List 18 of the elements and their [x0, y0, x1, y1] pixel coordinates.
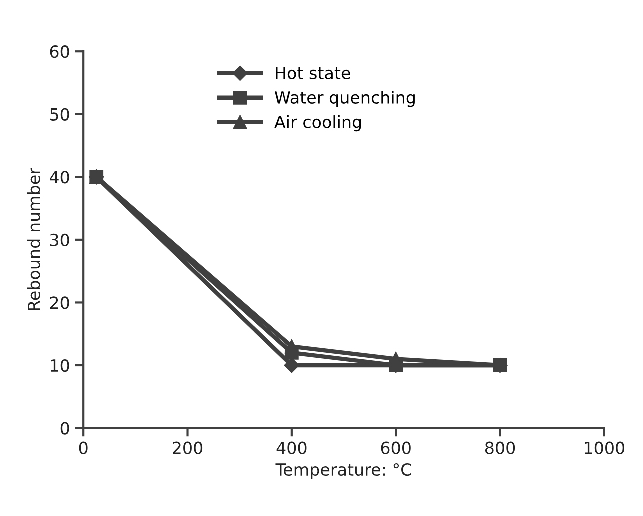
y-tick-label: 50	[50, 108, 70, 121]
y-tick-label: 20	[50, 296, 70, 310]
x-tick-label: 600	[381, 442, 411, 454]
legend-label: Hot state	[276, 67, 350, 80]
x-tick-label: 0	[79, 442, 88, 454]
legend-label: Air cooling	[274, 116, 362, 132]
y-axis-title: Rebound number	[28, 168, 40, 310]
legend-label: Water quenching	[275, 91, 415, 108]
y-tick-label: 10	[51, 359, 70, 372]
x-axis-title: Temperature: °C	[276, 463, 412, 480]
y-tick-label: 60	[50, 46, 70, 58]
x-tick-label: 400	[276, 442, 307, 454]
y-tick-label: 0	[60, 422, 70, 435]
y-tick-label: 40	[50, 171, 70, 184]
y-tick-label: 30	[50, 234, 70, 247]
x-tick-label: 1000	[585, 442, 625, 454]
x-tick-label: 200	[173, 442, 203, 454]
x-tick-label: 800	[485, 442, 516, 454]
